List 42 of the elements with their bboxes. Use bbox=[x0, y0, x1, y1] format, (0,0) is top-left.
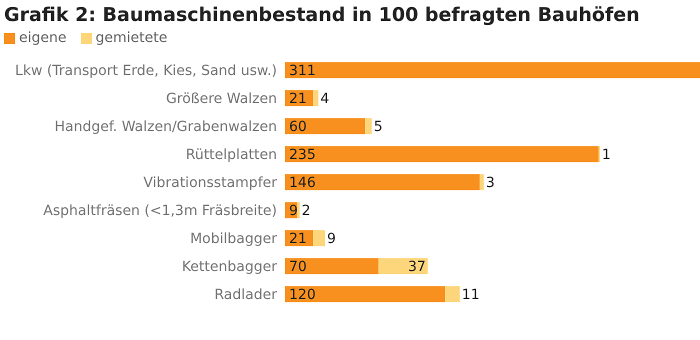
chart-title: Grafik 2: Baumaschinenbestand in 100 befragten Bauhöfen bbox=[4, 4, 641, 26]
y-tick-label: Vibrationsstampfer bbox=[143, 174, 278, 191]
data-label: 311 bbox=[289, 63, 316, 80]
data-label: 21 bbox=[289, 91, 307, 108]
y-tick-label: Radlader bbox=[214, 286, 278, 303]
bar bbox=[285, 286, 446, 302]
data-label: 235 bbox=[289, 147, 316, 164]
y-tick-label: Größere Walzen bbox=[166, 90, 277, 107]
data-label: 5 bbox=[374, 119, 383, 136]
y-tick-label: Rüttelplatten bbox=[186, 146, 277, 163]
bar bbox=[480, 174, 484, 190]
bar bbox=[285, 258, 378, 274]
data-label: 1 bbox=[602, 147, 611, 164]
data-label: 60 bbox=[289, 119, 307, 136]
data-label: 37 bbox=[408, 259, 426, 276]
bar bbox=[285, 146, 599, 162]
data-label: 2 bbox=[302, 203, 311, 220]
legend-label: eigene bbox=[18, 30, 66, 46]
legend-label: gemietete bbox=[94, 30, 168, 46]
bar bbox=[313, 90, 318, 106]
bar bbox=[313, 230, 326, 246]
data-label: 21 bbox=[289, 231, 307, 248]
data-label: 3 bbox=[486, 175, 495, 192]
bar bbox=[445, 286, 460, 302]
bar bbox=[285, 62, 700, 78]
data-label: 9 bbox=[327, 231, 336, 248]
data-label: 9 bbox=[289, 203, 298, 220]
bar bbox=[365, 118, 372, 134]
bar bbox=[297, 202, 300, 218]
data-label: 120 bbox=[289, 287, 316, 304]
y-tick-label: Asphaltfräsen (<1,3m Fräsbreite) bbox=[43, 202, 277, 219]
data-label: 4 bbox=[320, 91, 330, 108]
bar bbox=[378, 258, 428, 274]
y-tick-label: Kettenbagger bbox=[182, 258, 278, 275]
bar bbox=[285, 118, 366, 134]
y-tick-label: Handgef. Walzen/Grabenwalzen bbox=[54, 118, 277, 135]
y-tick-label: Mobilbagger bbox=[190, 230, 278, 247]
y-tick-label: Lkw (Transport Erde, Kies, Sand usw.) bbox=[15, 62, 277, 79]
data-label: 70 bbox=[289, 259, 307, 276]
bar bbox=[285, 174, 480, 190]
data-label: 11 bbox=[462, 287, 480, 304]
data-label: 146 bbox=[289, 175, 316, 192]
